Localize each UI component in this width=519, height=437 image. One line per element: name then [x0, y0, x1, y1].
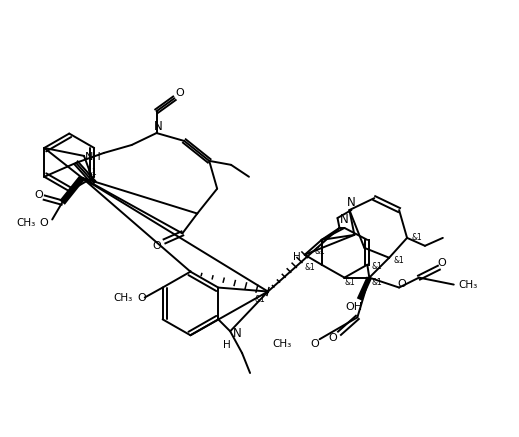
Text: O: O — [328, 333, 337, 343]
Text: &1: &1 — [372, 278, 383, 287]
Text: O: O — [175, 88, 184, 98]
Text: NH: NH — [85, 152, 101, 162]
Text: N: N — [340, 214, 349, 226]
Text: O: O — [34, 190, 43, 200]
Text: CH₃: CH₃ — [458, 280, 477, 290]
Text: O: O — [310, 339, 319, 349]
Text: H: H — [293, 252, 301, 262]
Text: &1: &1 — [304, 263, 315, 272]
Text: O: O — [138, 294, 146, 303]
Text: &1: &1 — [314, 247, 325, 256]
Text: CH₃: CH₃ — [113, 294, 132, 303]
Text: O: O — [39, 218, 48, 229]
Text: &1: &1 — [372, 262, 383, 271]
Text: CH₃: CH₃ — [272, 339, 292, 349]
Text: H: H — [223, 340, 231, 350]
Text: &1: &1 — [394, 256, 404, 265]
Text: O: O — [398, 278, 406, 288]
Text: N: N — [154, 120, 163, 132]
Text: N: N — [347, 196, 356, 208]
Text: &1: &1 — [87, 168, 98, 177]
Text: CH₃: CH₃ — [17, 218, 36, 229]
Text: &1: &1 — [255, 295, 265, 304]
Text: &1: &1 — [344, 278, 355, 287]
Text: O: O — [438, 258, 446, 268]
Text: &1: &1 — [412, 233, 422, 243]
Text: N: N — [233, 327, 241, 340]
Text: O: O — [152, 241, 161, 251]
Text: OH: OH — [346, 302, 363, 312]
